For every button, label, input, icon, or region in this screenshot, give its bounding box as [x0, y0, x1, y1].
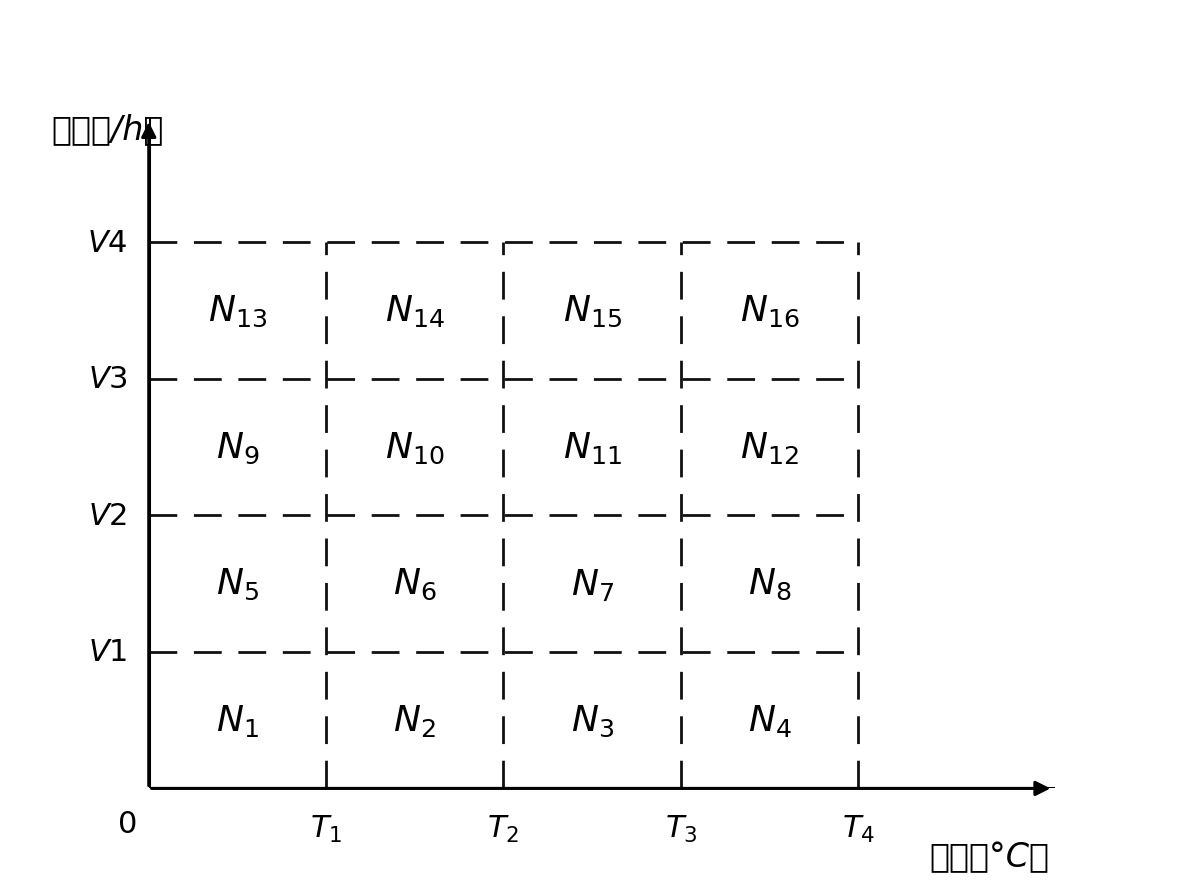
Text: $\mathit{N}_{\mathit{12}}$: $\mathit{N}_{\mathit{12}}$	[740, 430, 798, 465]
Text: $\mathit{T}_2$: $\mathit{T}_2$	[488, 813, 520, 844]
Text: $\mathit{T}_3$: $\mathit{T}_3$	[664, 813, 697, 844]
Text: 温度（°C）: 温度（°C）	[929, 841, 1050, 874]
Text: $\mathit{N}_{\mathit{13}}$: $\mathit{N}_{\mathit{13}}$	[208, 293, 267, 329]
Text: $\mathit{N}_{\mathit{7}}$: $\mathit{N}_{\mathit{7}}$	[571, 566, 614, 602]
Text: $\mathit{N}_{\mathit{1}}$: $\mathit{N}_{\mathit{1}}$	[217, 703, 258, 738]
Text: $\mathit{N}_{\mathit{3}}$: $\mathit{N}_{\mathit{3}}$	[571, 703, 614, 738]
Text: $\mathit{N}_{\mathit{10}}$: $\mathit{N}_{\mathit{10}}$	[386, 430, 445, 465]
Text: 空速（/h）: 空速（/h）	[51, 113, 163, 146]
Text: $\mathit{V2}$: $\mathit{V2}$	[88, 501, 127, 530]
Text: $\mathit{N}_{\mathit{14}}$: $\mathit{N}_{\mathit{14}}$	[384, 293, 445, 329]
Text: $\mathit{N}_{\mathit{9}}$: $\mathit{N}_{\mathit{9}}$	[215, 430, 259, 465]
Text: $\mathit{V4}$: $\mathit{V4}$	[87, 229, 127, 257]
Text: $\mathit{N}_{\mathit{5}}$: $\mathit{N}_{\mathit{5}}$	[215, 566, 259, 602]
Text: $\mathit{V3}$: $\mathit{V3}$	[88, 365, 127, 393]
Text: $\mathit{T}_4$: $\mathit{T}_4$	[841, 813, 875, 844]
Text: $\mathit{T}_1$: $\mathit{T}_1$	[309, 813, 343, 844]
Text: $\mathit{N}_{\mathit{2}}$: $\mathit{N}_{\mathit{2}}$	[394, 703, 436, 738]
Text: $\mathit{N}_{\mathit{4}}$: $\mathit{N}_{\mathit{4}}$	[747, 703, 791, 738]
Text: $\mathit{N}_{\mathit{6}}$: $\mathit{N}_{\mathit{6}}$	[393, 566, 437, 602]
Text: $\mathit{N}_{\mathit{8}}$: $\mathit{N}_{\mathit{8}}$	[747, 566, 791, 602]
Text: $\mathit{N}_{\mathit{15}}$: $\mathit{N}_{\mathit{15}}$	[563, 293, 621, 329]
Text: 0: 0	[118, 809, 137, 838]
Text: $\mathit{N}_{\mathit{16}}$: $\mathit{N}_{\mathit{16}}$	[740, 293, 800, 329]
Text: $\mathit{N}_{\mathit{11}}$: $\mathit{N}_{\mathit{11}}$	[563, 430, 621, 465]
Text: $\mathit{V1}$: $\mathit{V1}$	[88, 638, 127, 666]
